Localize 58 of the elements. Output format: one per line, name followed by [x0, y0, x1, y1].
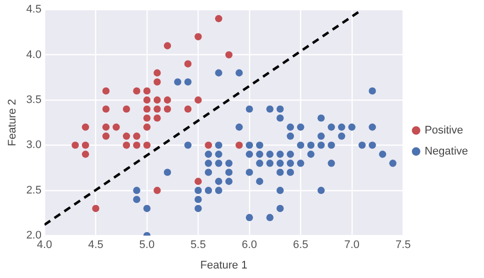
- point: [194, 96, 202, 104]
- point: [154, 69, 161, 76]
- x-axis-title: Feature 1: [200, 259, 248, 272]
- point: [102, 132, 110, 140]
- point: [194, 33, 202, 40]
- point: [154, 114, 161, 122]
- point: [82, 124, 90, 131]
- point: [184, 105, 192, 113]
- y-axis-title: Feature 2: [6, 99, 19, 146]
- x-tick-label: 4.5: [88, 239, 104, 252]
- point: [102, 105, 110, 113]
- y-tick-label: 4.0: [26, 48, 42, 61]
- point: [164, 42, 172, 50]
- x-tick-label: 7.5: [395, 239, 411, 252]
- point: [164, 96, 172, 104]
- x-tick-label: 6.5: [292, 239, 308, 252]
- point: [236, 142, 243, 149]
- point: [143, 114, 151, 122]
- point: [225, 51, 233, 58]
- legend-label: Positive: [424, 124, 464, 137]
- point: [92, 204, 100, 212]
- point: [194, 178, 202, 185]
- point: [143, 96, 151, 104]
- y-tick-label: 3.5: [26, 94, 42, 106]
- point: [143, 87, 151, 95]
- point: [154, 78, 161, 86]
- point: [133, 142, 140, 149]
- point: [204, 142, 212, 149]
- point: [122, 105, 130, 113]
- x-tick-label: 5.0: [139, 239, 155, 252]
- point: [112, 124, 120, 131]
- y-tick-label: 4.5: [26, 4, 42, 16]
- x-tick-label: 4.0: [36, 239, 52, 252]
- point: [154, 96, 161, 104]
- point: [122, 132, 130, 140]
- point: [215, 15, 222, 22]
- point: [143, 142, 151, 149]
- y-tick-label: 2.0: [26, 230, 42, 242]
- point: [122, 142, 130, 149]
- point: [143, 124, 151, 131]
- point: [72, 142, 79, 149]
- point: [164, 105, 172, 113]
- point: [102, 124, 110, 131]
- y-tick-label: 3.0: [26, 139, 42, 152]
- y-tick-label: 2.5: [26, 184, 42, 196]
- point: [82, 142, 90, 149]
- legend-label: Negative: [424, 146, 468, 158]
- point: [143, 105, 151, 113]
- point: [154, 105, 161, 113]
- point: [154, 186, 161, 194]
- x-tick-label: 5.5: [190, 239, 206, 252]
- x-tick-label: 7.0: [344, 239, 360, 252]
- point: [133, 87, 140, 95]
- point: [133, 132, 140, 140]
- point: [102, 87, 110, 95]
- point: [82, 150, 90, 158]
- point: [184, 60, 192, 68]
- x-tick-label: 6.0: [242, 239, 258, 252]
